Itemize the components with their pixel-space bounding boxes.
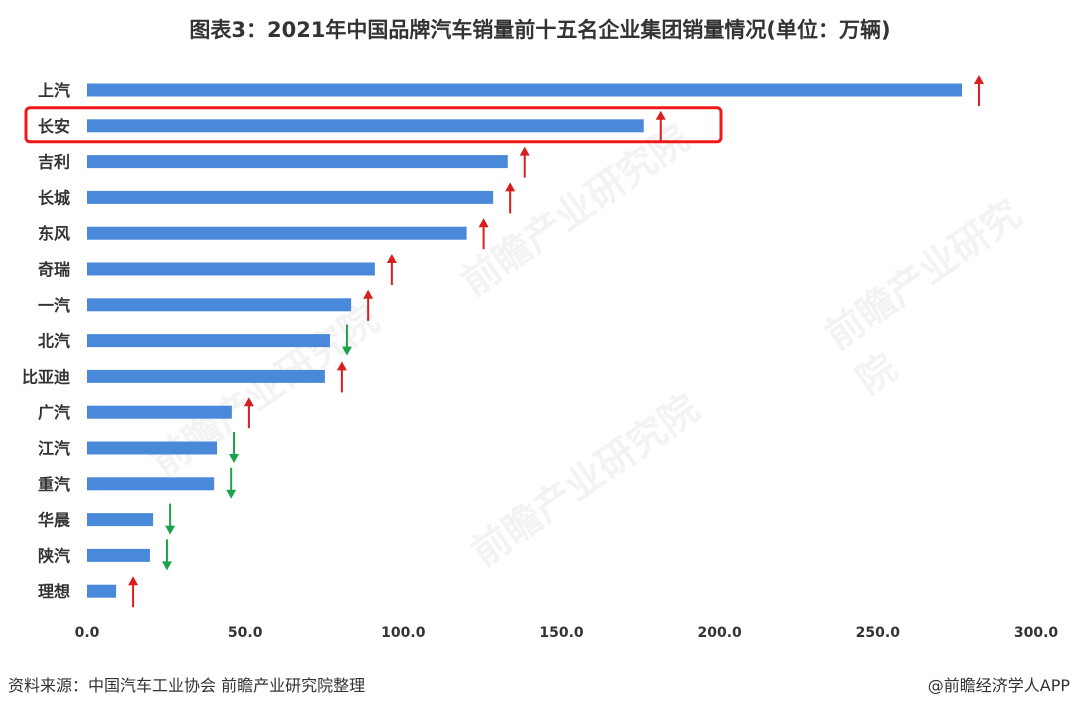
bar — [87, 548, 150, 562]
category-label: 上汽 — [38, 81, 70, 100]
arrow-down-icon — [226, 467, 237, 499]
arrow-up-icon — [336, 361, 347, 393]
x-tick-label: 300.0 — [1014, 625, 1059, 641]
arrow-down-icon — [229, 432, 240, 463]
bar — [87, 369, 325, 383]
bar — [87, 584, 117, 598]
x-tick-label: 100.0 — [381, 625, 426, 641]
arrow-up-icon — [973, 75, 984, 106]
bar — [87, 262, 375, 276]
arrow-up-icon — [128, 576, 139, 608]
category-label: 理想 — [38, 582, 70, 601]
x-tick-label: 250.0 — [856, 625, 901, 641]
category-label: 北汽 — [38, 332, 70, 351]
x-tick-label: 0.0 — [75, 625, 100, 641]
bar — [87, 441, 218, 455]
category-label: 吉利 — [38, 153, 70, 172]
category-label: 江汽 — [38, 439, 70, 458]
arrow-up-icon — [478, 218, 489, 250]
source-note: 资料来源：中国汽车工业协会 前瞻产业研究院整理 — [8, 676, 366, 695]
arrow-up-icon — [519, 146, 530, 178]
category-label: 一汽 — [38, 296, 70, 315]
chart-title: 图表3：2021年中国品牌汽车销量前十五名企业集团销量情况(单位：万辆) — [189, 18, 891, 42]
bar — [87, 334, 330, 348]
bar — [87, 190, 494, 204]
highlight-box — [24, 106, 723, 144]
bar — [87, 405, 232, 419]
credit-text: @前瞻经济学人APP — [927, 676, 1070, 695]
category-label: 广汽 — [38, 403, 70, 422]
arrow-up-icon — [363, 289, 374, 321]
x-tick-label: 50.0 — [228, 625, 263, 641]
arrow-up-icon — [655, 110, 666, 142]
bar — [87, 513, 154, 527]
bar — [87, 119, 644, 133]
bar — [87, 298, 352, 312]
arrow-up-icon — [386, 254, 397, 285]
category-label: 比亚迪 — [22, 367, 70, 386]
bar — [87, 477, 215, 491]
arrow-down-icon — [165, 503, 176, 535]
arrow-down-icon — [341, 324, 352, 356]
x-tick-label: 150.0 — [539, 625, 584, 641]
arrow-down-icon — [161, 539, 172, 571]
bar — [87, 83, 962, 97]
category-label: 重汽 — [38, 475, 70, 494]
bar — [87, 155, 508, 169]
bar — [87, 226, 467, 240]
arrow-up-icon — [505, 182, 516, 214]
category-label: 东风 — [38, 224, 70, 243]
category-label: 长城 — [38, 188, 70, 207]
arrow-up-icon — [243, 397, 254, 429]
category-label: 奇瑞 — [38, 260, 70, 279]
x-tick-label: 200.0 — [698, 625, 743, 641]
category-label: 长安 — [38, 117, 70, 136]
category-label: 陕汽 — [38, 546, 70, 565]
category-label: 华晨 — [38, 511, 71, 530]
